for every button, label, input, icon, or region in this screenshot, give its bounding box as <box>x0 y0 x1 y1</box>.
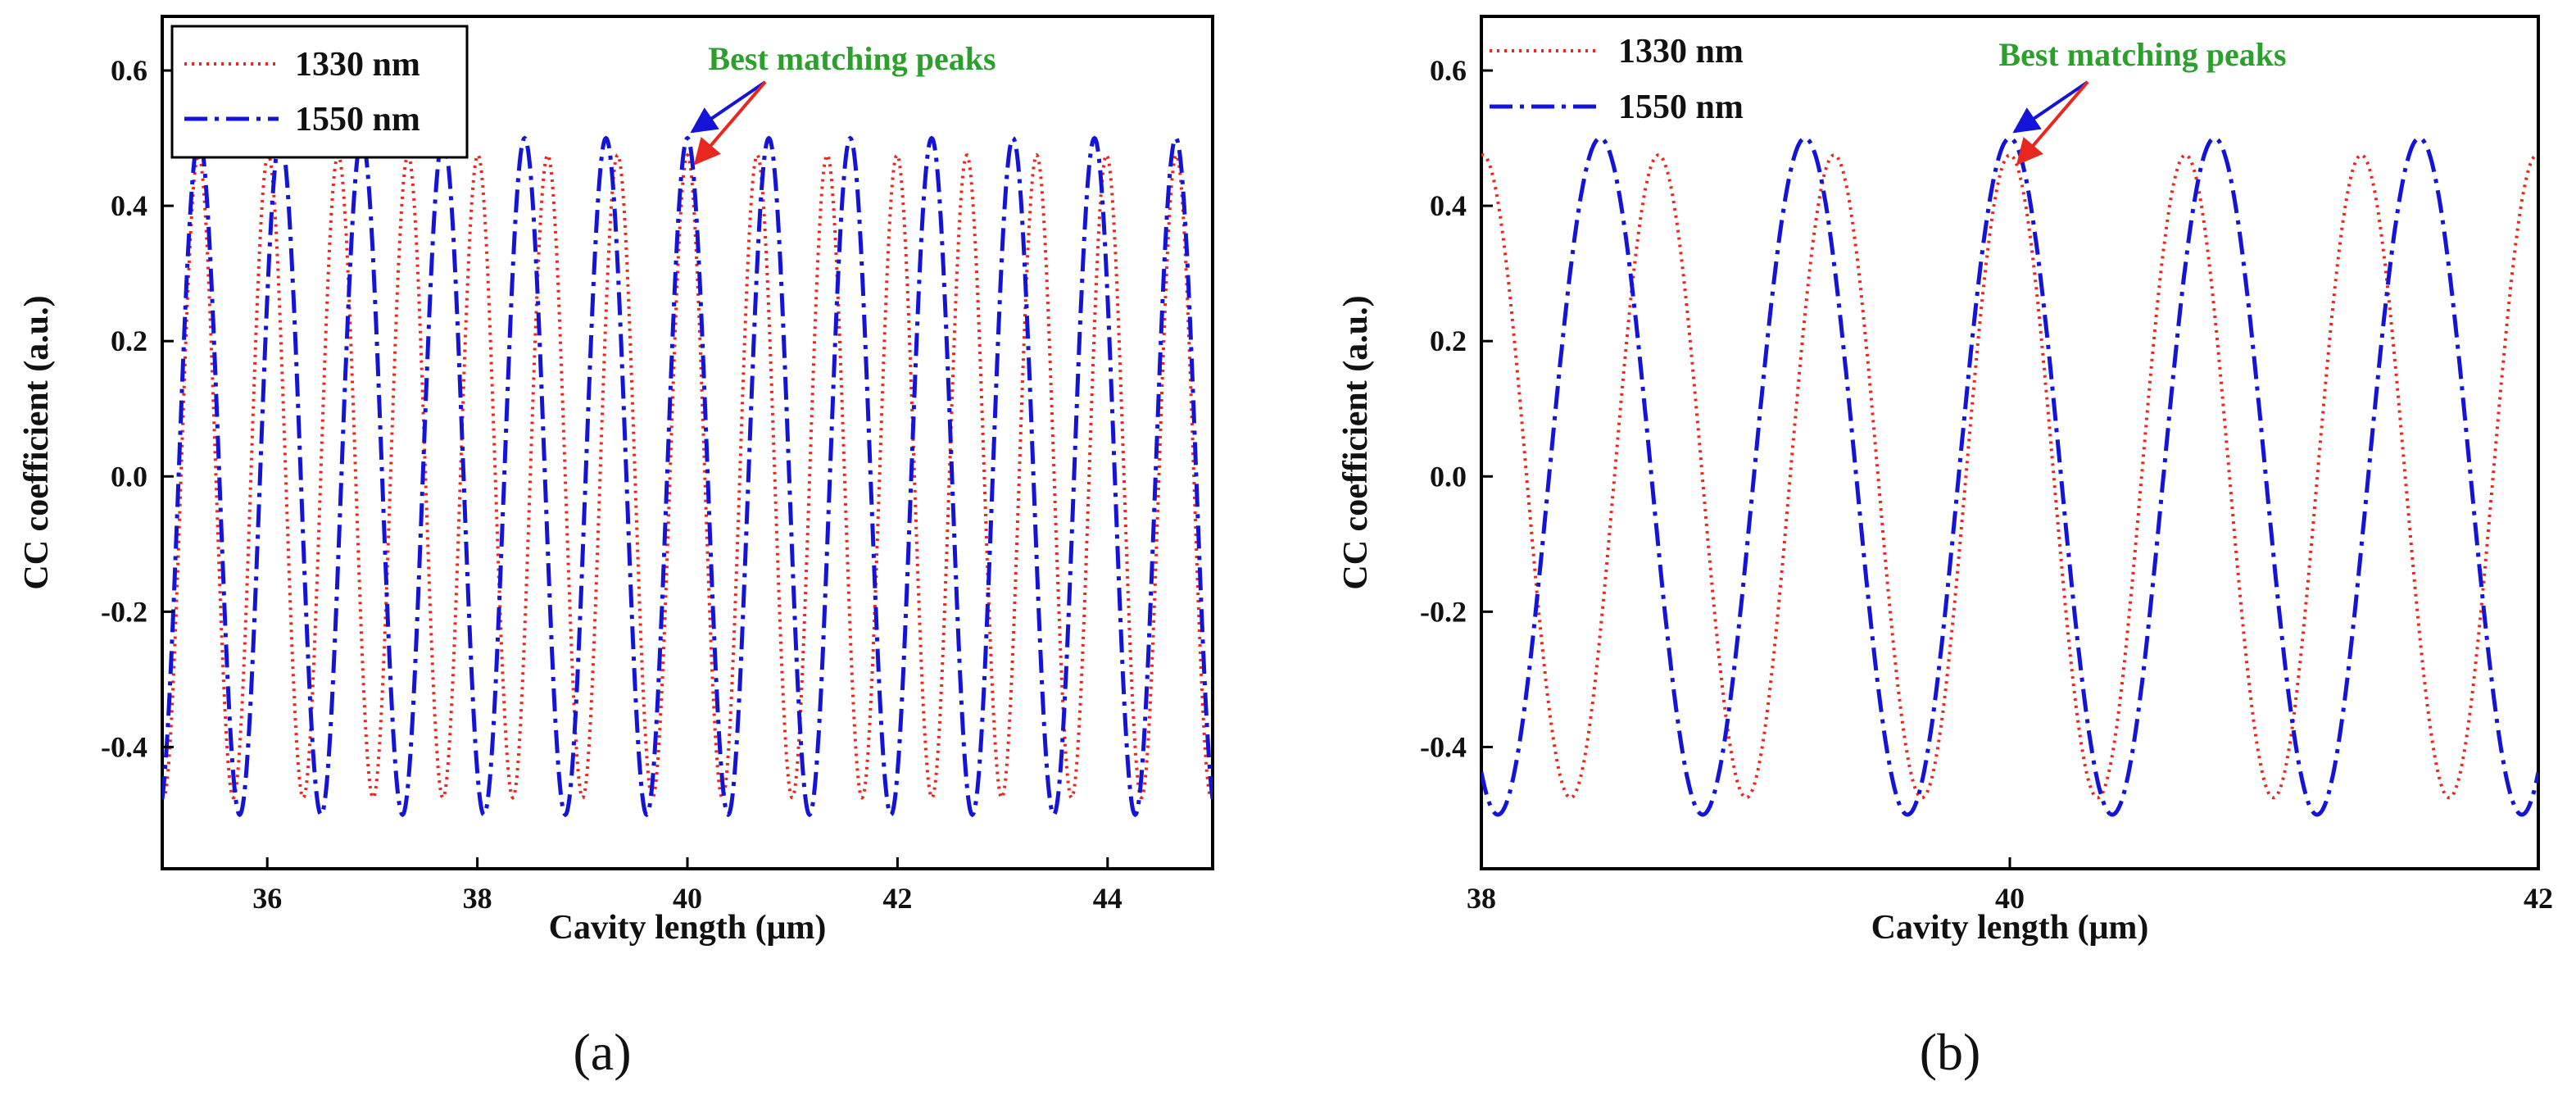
x-tick: 40 <box>673 857 702 915</box>
annotation-arrow-red <box>693 80 767 166</box>
y-tick: 0.6 <box>111 54 174 87</box>
x-tick: 40 <box>1995 857 2025 915</box>
x-tick-label: 40 <box>1995 882 2025 915</box>
annotation-label: Best matching peaks <box>1998 36 2286 73</box>
x-tick-label: 38 <box>1467 882 1496 915</box>
x-tick-label: 42 <box>882 882 912 915</box>
y-axis: -0.4 -0.2 0.0 0.2 0.4 0.6 <box>101 54 174 763</box>
x-tick: 38 <box>463 857 492 915</box>
legend: 1330 nm 1550 nm <box>1490 33 1744 126</box>
legend-label-1330nm: 1330 nm <box>295 46 420 84</box>
legend-label-1550nm: 1550 nm <box>1618 89 1744 126</box>
annotation-label: Best matching peaks <box>708 40 995 77</box>
y-tick: 0.4 <box>111 189 174 222</box>
y-tick-label: -0.4 <box>1420 730 1467 763</box>
plot-area <box>1481 136 2538 817</box>
x-tick-label: 40 <box>673 882 702 915</box>
plot-frame <box>1480 15 2540 870</box>
series-line-1330nm <box>1481 153 2538 800</box>
panel-b: -0.4 -0.2 0.0 0.2 0.4 0.6 38 40 42 Cavit… <box>1337 15 2553 1081</box>
panel-label-b: (b) <box>1920 1023 1981 1081</box>
y-tick: 0.0 <box>111 460 174 493</box>
y-tick: 0.2 <box>1430 325 1493 357</box>
x-axis: 36 38 40 42 44 <box>252 857 1122 915</box>
y-tick-label: 0.2 <box>111 325 147 357</box>
y-tick: 0.4 <box>1430 189 1493 222</box>
x-tick: 42 <box>2524 857 2553 915</box>
series-line-1330nm <box>162 152 1213 800</box>
x-tick-label: 44 <box>1093 882 1122 915</box>
legend-label-1330nm: 1330 nm <box>1618 33 1744 70</box>
x-axis-title: Cavity length (μm) <box>549 909 827 947</box>
series-line-1550nm <box>1481 136 2538 817</box>
y-tick-label: 0.0 <box>111 460 147 493</box>
panel-label-a: (a) <box>573 1023 631 1081</box>
y-tick-label: -0.2 <box>1420 595 1467 628</box>
y-tick: 0.6 <box>1430 54 1493 87</box>
y-tick: 0.2 <box>111 325 174 357</box>
y-tick-label: 0.6 <box>111 54 147 87</box>
y-axis: -0.4 -0.2 0.0 0.2 0.4 0.6 <box>1420 54 1493 763</box>
x-tick-label: 42 <box>2524 882 2553 915</box>
annotation-arrow-blue <box>2012 80 2089 134</box>
legend-box <box>170 25 469 159</box>
y-tick-label: -0.4 <box>101 730 147 763</box>
x-tick: 38 <box>1467 857 1496 915</box>
x-axis: 38 40 42 <box>1467 857 2553 915</box>
x-tick: 44 <box>1093 857 1122 915</box>
annotation-arrow-red <box>2016 80 2089 166</box>
y-tick-label: 0.6 <box>1430 54 1467 87</box>
x-tick-label: 36 <box>252 882 282 915</box>
y-tick: -0.2 <box>101 595 174 628</box>
y-tick-label: 0.4 <box>111 189 147 222</box>
y-tick: -0.2 <box>1420 595 1493 628</box>
legend-label-1550nm: 1550 nm <box>295 101 420 139</box>
y-axis-title: CC coefficient (a.u.) <box>18 295 56 589</box>
annotation-arrow-blue <box>690 80 767 134</box>
y-tick-label: 0.4 <box>1430 189 1467 222</box>
x-tick-label: 38 <box>463 882 492 915</box>
x-tick: 42 <box>882 857 912 915</box>
plot-area <box>162 135 1213 818</box>
panel-a: -0.4 -0.2 0.0 0.2 0.4 0.6 36 38 40 42 44… <box>18 15 1214 1081</box>
x-axis-title: Cavity length (μm) <box>1871 909 2149 947</box>
series-line-1550nm <box>162 135 1213 818</box>
y-tick-label: 0.0 <box>1430 460 1467 493</box>
legend: 1330 nm 1550 nm <box>170 25 469 159</box>
y-tick-label: 0.2 <box>1430 325 1467 357</box>
x-tick: 36 <box>252 857 282 915</box>
y-tick: -0.4 <box>1420 730 1493 763</box>
y-tick: 0.0 <box>1430 460 1493 493</box>
y-tick: -0.4 <box>101 730 174 763</box>
y-tick-label: -0.2 <box>101 595 147 628</box>
y-axis-title: CC coefficient (a.u.) <box>1337 295 1375 589</box>
